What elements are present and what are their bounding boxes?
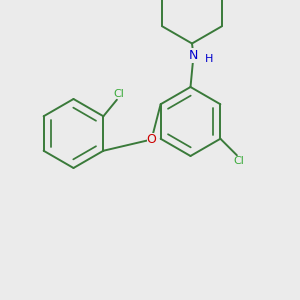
Text: Cl: Cl: [233, 156, 244, 166]
Text: O: O: [147, 133, 156, 146]
Text: N: N: [189, 49, 198, 62]
Text: H: H: [205, 53, 213, 64]
Text: Cl: Cl: [113, 89, 124, 99]
